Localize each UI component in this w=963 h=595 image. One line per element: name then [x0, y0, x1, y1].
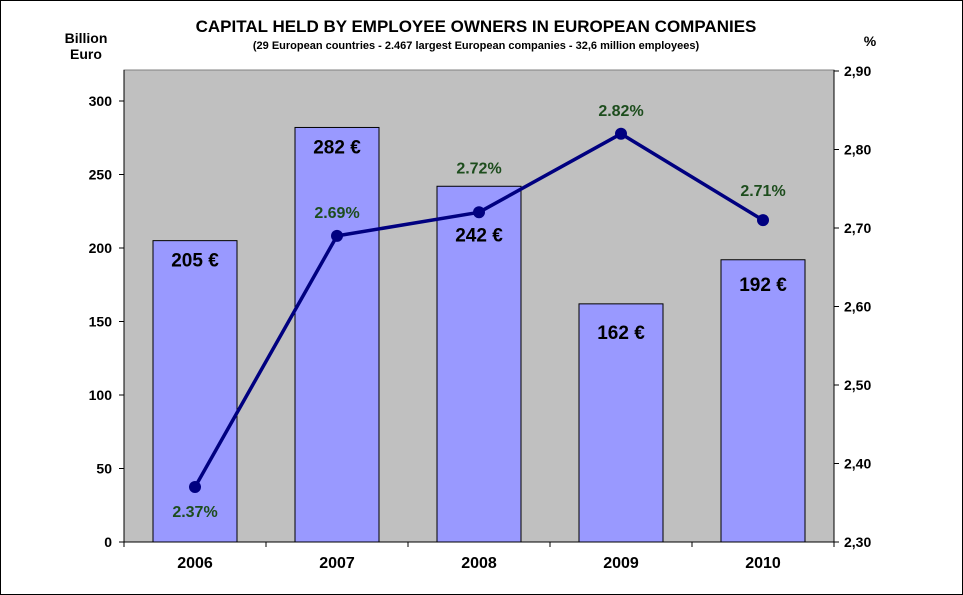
bar-value-label-2009: 162 €	[597, 323, 645, 344]
bar-2006	[152, 240, 238, 543]
left-tick-label: 100	[89, 387, 113, 403]
bar-2008	[436, 185, 522, 543]
line-value-label-2006: 2.37%	[172, 504, 217, 521]
right-tick-label: 2,40	[844, 456, 871, 472]
right-tick-label: 2,60	[844, 299, 871, 315]
line-value-label-2008: 2.72%	[456, 160, 501, 177]
line-value-label-2009: 2.82%	[598, 103, 643, 120]
line-value-label-2007: 2.69%	[314, 205, 359, 222]
bar-2010	[720, 259, 806, 543]
x-tick-label-2006: 2006	[177, 555, 213, 572]
line-value-label-2010: 2.71%	[740, 183, 785, 200]
line-point-2006	[189, 481, 201, 494]
left-tick-label: 300	[89, 93, 113, 109]
right-tick-label: 2,70	[844, 220, 871, 236]
line-point-2007	[331, 229, 343, 242]
bar-value-label-2008: 242 €	[455, 225, 503, 246]
chart-subtitle: (29 European countries - 2.467 largest E…	[253, 40, 700, 52]
left-tick-label: 250	[89, 167, 113, 183]
right-tick-label: 2,30	[844, 534, 871, 550]
right-tick-label: 2,80	[844, 142, 871, 158]
line-series-group	[189, 127, 769, 494]
x-tick-label-2007: 2007	[319, 555, 355, 572]
line-point-2010	[757, 214, 769, 227]
left-tick-label: 150	[89, 314, 113, 330]
left-axis-unit-line2: Euro	[70, 46, 102, 62]
left-axis-unit-line1: Billion	[65, 30, 108, 46]
right-tick-label: 2,90	[844, 63, 871, 79]
x-tick-label-2010: 2010	[745, 555, 781, 572]
bar-value-label-2006: 205 €	[171, 251, 219, 272]
right-tick-label: 2,50	[844, 377, 871, 393]
bar-value-label-2007: 282 €	[313, 137, 361, 158]
left-tick-label: 0	[104, 534, 112, 550]
right-axis-unit: %	[864, 33, 877, 49]
bar-2009	[578, 303, 664, 543]
left-tick-label: 50	[96, 461, 112, 477]
bar-value-label-2010: 192 €	[739, 275, 787, 296]
axes-group: 0 50 100 150 200 250 300 2,30 2,40 2,50 2,60 2,70 2,…	[89, 63, 872, 572]
line-point-2009	[615, 127, 627, 140]
chart-title: CAPITAL HELD BY EMPLOYEE OWNERS IN EUROP…	[196, 17, 757, 36]
labels-group: 205 € 282 € 242 € 162 € 192 € 2.37% 2.69% 2.72%…	[171, 103, 787, 521]
x-tick-label-2009: 2009	[603, 555, 639, 572]
bars-group	[152, 126, 806, 543]
bar-2007	[294, 126, 380, 543]
left-tick-label: 200	[89, 240, 113, 256]
line-point-2008	[473, 206, 485, 219]
x-tick-label-2008: 2008	[461, 555, 497, 572]
